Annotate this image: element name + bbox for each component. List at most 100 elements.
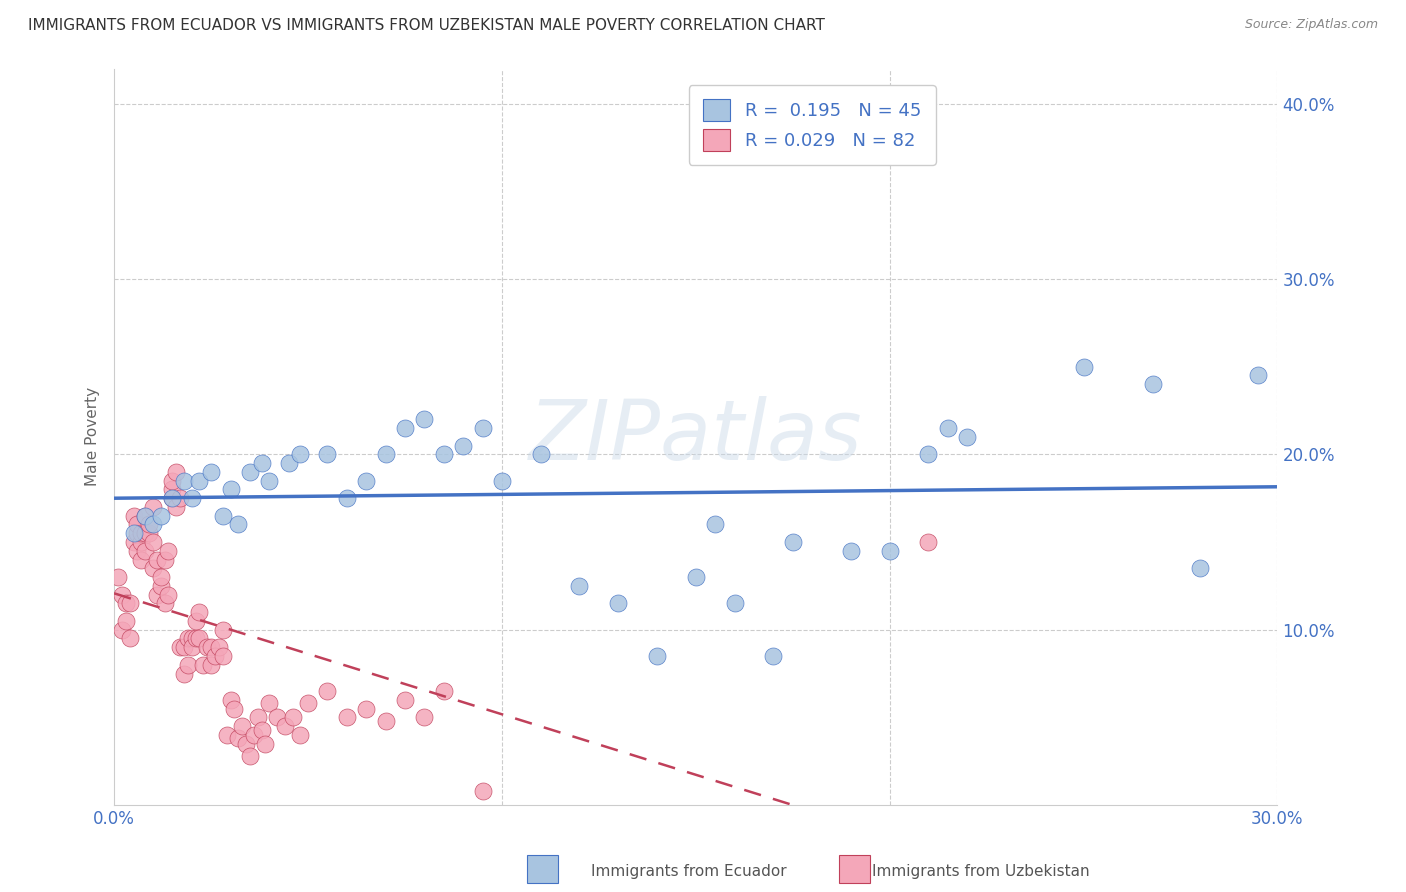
Point [111,588,134,602]
Point [153,596,176,610]
Point [394,693,416,707]
Point [704,517,727,532]
Point [157,588,180,602]
Point [134,508,156,523]
Point [336,491,359,505]
Point [157,543,180,558]
Point [149,508,172,523]
Point [138,526,160,541]
Point [316,447,339,461]
Point [162,491,184,505]
Point [471,784,494,798]
Text: Immigrants from Ecuador: Immigrants from Ecuador [591,863,786,879]
Point [451,439,474,453]
Point [917,447,939,461]
Point [374,447,396,461]
Point [131,535,153,549]
Point [839,543,862,558]
Point [122,535,145,549]
Point [114,596,136,610]
Point [413,412,436,426]
Point [200,640,222,655]
Point [114,614,136,628]
Point [193,657,215,672]
Point [607,596,630,610]
Point [169,491,191,505]
Point [134,508,156,523]
Point [259,697,281,711]
Point [290,728,312,742]
Point [173,474,195,488]
Point [239,465,262,479]
Point [1247,368,1270,383]
Point [246,710,269,724]
Point [138,517,160,532]
Point [250,456,273,470]
Point [200,465,222,479]
Point [180,640,202,655]
Point [685,570,707,584]
Point [107,570,129,584]
Point [131,526,153,541]
Point [762,648,785,663]
Point [162,491,184,505]
Point [122,508,145,523]
Point [188,474,211,488]
Point [297,697,319,711]
Point [165,500,187,514]
Point [162,474,184,488]
Point [142,500,165,514]
Point [200,657,222,672]
Point [215,728,238,742]
Point [127,526,149,541]
Point [226,517,249,532]
Point [131,552,153,566]
Point [879,543,901,558]
Point [259,474,281,488]
Point [336,710,359,724]
Point [224,701,246,715]
Point [180,632,202,646]
Point [184,614,207,628]
Text: Source: ZipAtlas.com: Source: ZipAtlas.com [1244,18,1378,31]
Point [142,535,165,549]
Point [142,517,165,532]
Point [250,723,273,737]
Point [173,640,195,655]
Point [149,570,172,584]
Point [471,421,494,435]
Point [723,596,745,610]
Point [956,430,979,444]
Point [433,447,456,461]
Point [277,456,299,470]
Point [188,632,211,646]
Point [936,421,959,435]
Point [226,731,249,746]
Point [530,447,553,461]
Point [242,728,264,742]
Point [491,474,513,488]
Point [219,693,242,707]
Point [165,465,187,479]
Point [413,710,436,724]
Point [111,623,134,637]
Point [354,701,377,715]
Point [146,552,169,566]
Point [239,749,262,764]
Point [254,737,277,751]
Text: IMMIGRANTS FROM ECUADOR VS IMMIGRANTS FROM UZBEKISTAN MALE POVERTY CORRELATION C: IMMIGRANTS FROM ECUADOR VS IMMIGRANTS FR… [28,18,825,33]
Point [184,632,207,646]
Point [122,526,145,541]
Point [281,710,304,724]
Point [219,483,242,497]
Y-axis label: Male Poverty: Male Poverty [86,387,100,486]
Point [231,719,253,733]
Point [177,657,200,672]
Point [1188,561,1211,575]
Point [1142,377,1164,392]
Point [149,579,172,593]
Point [568,579,591,593]
Point [211,508,233,523]
Legend: R =  0.195   N = 45, R = 0.029   N = 82: R = 0.195 N = 45, R = 0.029 N = 82 [689,85,935,165]
Point [118,632,141,646]
